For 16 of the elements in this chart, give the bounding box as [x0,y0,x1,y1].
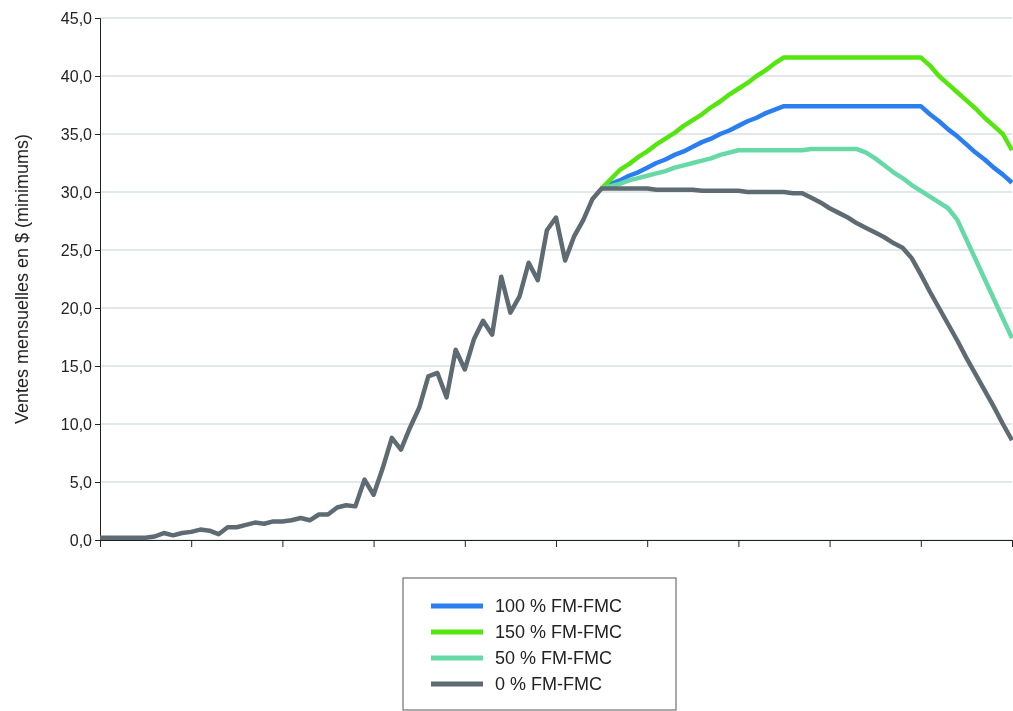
y-tick-label: 20,0 [60,299,93,317]
y-tick-label: 30,0 [60,183,93,201]
y-tick-label: 5,0 [69,473,93,491]
y-tick-label: 10,0 [60,415,93,433]
y-tick-label: 25,0 [60,241,93,259]
y-axis-title: Ventes mensuelles en $ (minimums) [12,133,32,425]
y-tick-label: 0,0 [69,531,93,549]
y-tick-label: 45,0 [60,9,93,27]
y-tick-label: 40,0 [60,67,93,85]
legend-label: 50 % FM-FMC [495,648,612,668]
legend-label: 100 % FM-FMC [495,596,623,616]
y-tick-label: 15,0 [60,357,93,375]
y-tick-label: 35,0 [60,125,93,143]
legend-label: 0 % FM-FMC [495,674,602,694]
legend-label: 150 % FM-FMC [495,622,623,642]
line-series [97,186,1013,540]
